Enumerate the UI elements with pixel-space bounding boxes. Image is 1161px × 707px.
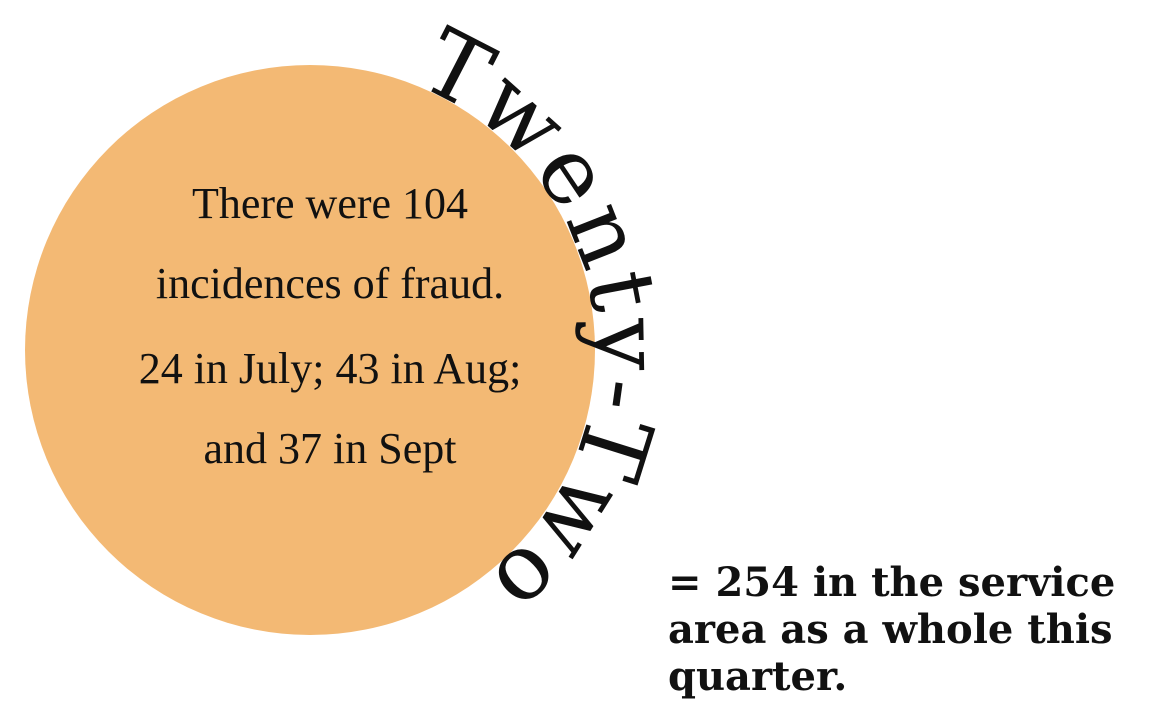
circle-line: incidences of fraud. [156, 259, 504, 308]
circle [25, 65, 595, 635]
circle-line: 24 in July; 43 in Aug; [139, 344, 522, 393]
circle-line: There were 104 [192, 179, 468, 228]
circle-text: There were 104 incidences of fraud. 24 in … [139, 179, 522, 473]
summary-line: area as a whole this [668, 606, 1113, 653]
summary-line: = 254 in the service [668, 559, 1115, 606]
summary-line: quarter. [668, 653, 847, 700]
circle-line: and 37 in Sept [204, 424, 457, 473]
